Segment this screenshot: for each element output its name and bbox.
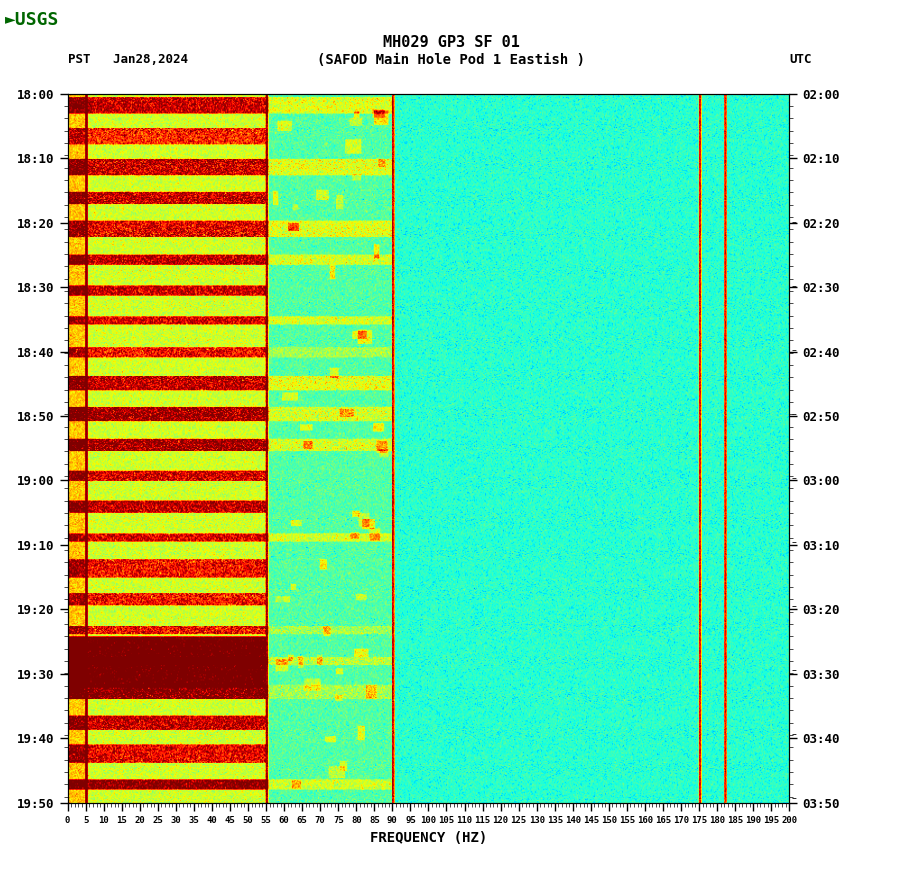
Text: ►USGS: ►USGS [5,11,59,29]
Text: MH029 GP3 SF 01: MH029 GP3 SF 01 [382,36,520,50]
Text: UTC: UTC [789,54,812,66]
X-axis label: FREQUENCY (HZ): FREQUENCY (HZ) [370,830,487,845]
Text: (SAFOD Main Hole Pod 1 Eastish ): (SAFOD Main Hole Pod 1 Eastish ) [317,53,585,67]
Text: –: – [792,601,796,611]
Text: PST   Jan28,2024: PST Jan28,2024 [68,54,188,66]
Text: –: – [792,153,796,162]
Text: –: – [792,217,796,227]
Text: –: – [792,409,796,419]
Text: –: – [792,665,796,675]
Text: –: – [792,281,796,291]
Text: –: – [792,537,796,547]
Text: –: – [792,345,796,355]
Text: –: – [792,793,796,804]
Text: –: – [792,88,796,99]
Text: –: – [792,730,796,739]
Text: –: – [792,473,796,483]
